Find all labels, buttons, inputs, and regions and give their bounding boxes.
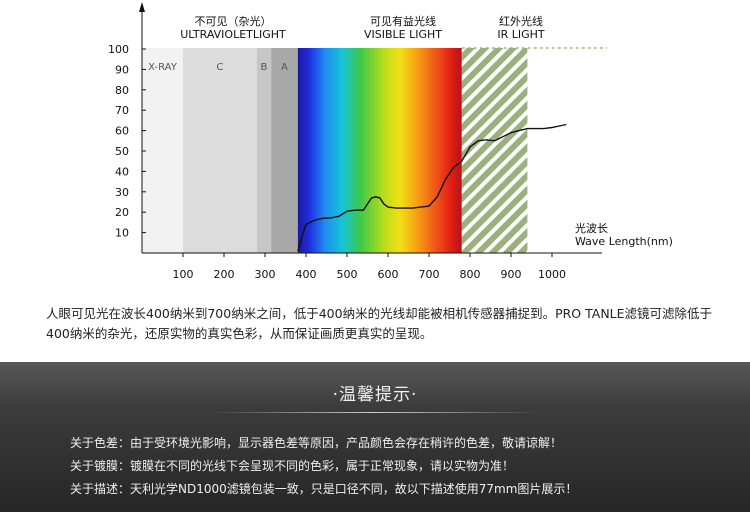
band-label: C (216, 62, 223, 73)
region-label-cn: 红外光线 (499, 14, 543, 28)
x-tick-label: 200 (214, 268, 235, 281)
x-tick-label: 600 (378, 268, 399, 281)
x-ticks: 100 200 300 400 500 600 700 800 900 1000 (173, 253, 566, 281)
region-label-cn: 不可见（杂光） (195, 14, 272, 28)
x-tick-label: 900 (501, 268, 522, 281)
x-axis-label-en: Wave Length(nm) (575, 235, 673, 248)
y-tick-label: 10 (115, 227, 129, 240)
x-tick-label: 800 (460, 268, 481, 281)
region-label-en: IR LIGHT (497, 28, 545, 41)
uv-bands (142, 48, 298, 253)
region-label-en: ULTRAVIOLETLIGHT (180, 28, 286, 41)
uv-band-3 (271, 48, 298, 253)
tip-coating: 关于镀膜：镀膜在不同的光线下会呈现不同的色彩，属于正常现象，请以实物为准！ (70, 459, 515, 473)
y-axis-arrow (139, 2, 145, 12)
band-label: A (281, 62, 288, 73)
x-tick-label: 400 (296, 268, 317, 281)
tips-panel: ·温馨提示· 关于色差：由于受环境光影响，显示器色差等原因，产品颜色会存在稍许的… (0, 362, 750, 512)
description-text: 人眼可见光在波长400纳米到700纳米之间，低于400纳米的光线却能被相机传感器… (46, 306, 713, 341)
spectrum-chart: X-RAY C B A 10 20 30 40 50 60 70 80 90 100 100 200 300… (108, 2, 673, 281)
y-tick-label: 20 (115, 206, 129, 219)
region-label-cn: 可见有益光线 (370, 14, 436, 28)
y-tick-label: 100 (108, 43, 129, 56)
transmission-curve (297, 123, 567, 252)
x-tick-label: 700 (419, 268, 440, 281)
uv-band-2 (256, 48, 272, 253)
tip-description: 关于描述：天利光学ND1000滤镜包装一致，只是口径不同，故以下描述使用77mm… (70, 482, 578, 496)
y-tick-label: 40 (115, 165, 129, 178)
x-tick-label: 1000 (538, 268, 566, 281)
x-axis-label-cn: 光波长 (575, 221, 608, 235)
region-label-en: VISIBLE LIGHT (364, 28, 442, 41)
y-tick-label: 50 (115, 145, 129, 158)
ir-band (461, 48, 528, 253)
band-label: B (261, 62, 268, 73)
y-tick-label: 80 (115, 84, 129, 97)
x-tick-label: 300 (255, 268, 276, 281)
y-tick-label: 30 (115, 186, 129, 199)
tip-color-difference: 关于色差：由于受环境光影响，显示器色差等原因，产品颜色会存在稍许的色差，敬请谅解… (70, 436, 563, 450)
y-tick-label: 70 (115, 104, 129, 117)
tips-divider (210, 412, 540, 413)
x-tick-label: 100 (173, 268, 194, 281)
uv-band-0 (142, 48, 183, 253)
tips-title: ·温馨提示· (332, 385, 418, 405)
y-ticks: 10 20 30 40 50 60 70 80 90 100 (108, 43, 146, 240)
visible-spectrum-band (297, 48, 462, 253)
x-tick-label: 500 (337, 268, 358, 281)
uv-band-labels: X-RAY C B A (148, 62, 288, 73)
y-tick-label: 60 (115, 125, 129, 138)
band-label: X-RAY (148, 62, 178, 73)
uv-band-1 (183, 48, 257, 253)
y-tick-label: 90 (115, 63, 129, 76)
